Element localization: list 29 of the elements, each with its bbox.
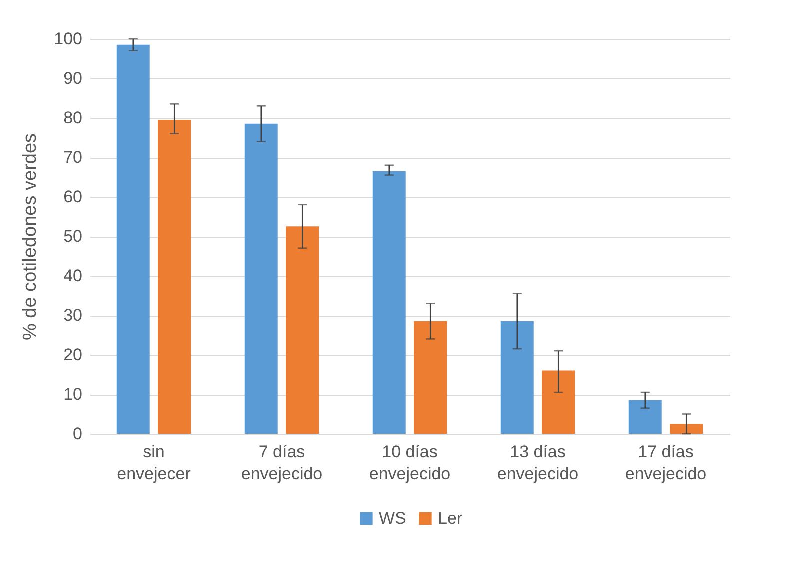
bar	[158, 120, 192, 434]
y-axis-title: % de cotiledones verdes	[20, 133, 42, 341]
bar	[414, 321, 448, 434]
y-tick-label: 70	[64, 148, 82, 167]
y-tick-label: 60	[64, 188, 82, 206]
x-tick-label: 7 días envejecido	[241, 442, 323, 484]
y-tick-label: 10	[64, 385, 82, 404]
y-tick-label: 100	[54, 30, 82, 48]
bar	[372, 171, 406, 434]
y-tick-label: 30	[64, 306, 82, 325]
bar	[116, 44, 150, 434]
bar	[628, 400, 662, 434]
y-tick-label: 50	[64, 227, 82, 246]
bar	[500, 321, 534, 434]
x-tick-label: 10 días envejecido	[369, 442, 451, 484]
bar	[286, 226, 320, 434]
y-tick-label: 80	[64, 108, 82, 128]
y-tick-label: 0	[73, 424, 82, 444]
bar	[670, 424, 704, 434]
x-tick-label: 13 días envejecido	[497, 442, 579, 484]
bar	[542, 370, 576, 434]
legend-label: Ler	[438, 508, 463, 528]
bar	[244, 124, 278, 434]
x-tick-label: sin envejecer	[117, 442, 192, 484]
y-tick-label: 40	[64, 266, 82, 286]
legend-label: WS	[379, 508, 406, 528]
y-tick-label: 20	[64, 346, 82, 364]
y-tick-label: 90	[64, 69, 82, 88]
x-tick-label: 17 días envejecido	[625, 442, 707, 484]
